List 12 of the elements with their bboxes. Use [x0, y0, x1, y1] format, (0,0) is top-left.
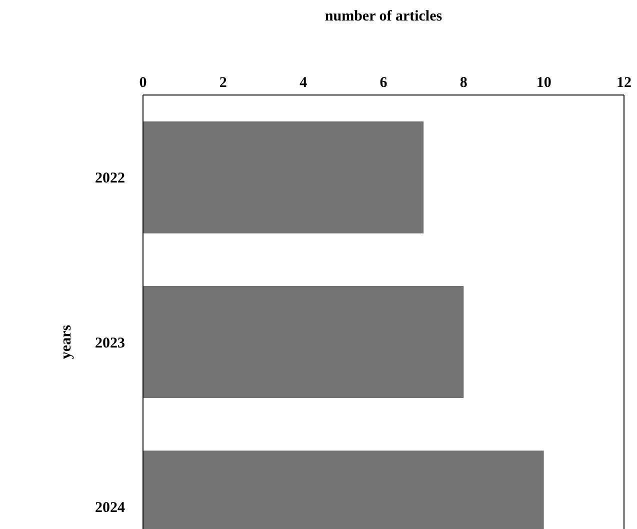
- x-tick-label: 12: [616, 75, 632, 91]
- x-tick-label: 2: [219, 75, 227, 91]
- y-tick-label: 2024: [95, 500, 126, 516]
- y-axis-title: years: [58, 324, 74, 360]
- x-tick-label: 0: [139, 75, 147, 91]
- y-tick-label: 2023: [95, 335, 125, 352]
- x-axis-title: number of articles: [324, 8, 442, 25]
- x-tick-label: 4: [300, 75, 308, 91]
- y-tick-label: 2022: [95, 170, 125, 187]
- x-tick-label: 8: [460, 75, 468, 91]
- x-tick-label: 10: [536, 75, 552, 91]
- x-tick-label: 6: [380, 75, 388, 91]
